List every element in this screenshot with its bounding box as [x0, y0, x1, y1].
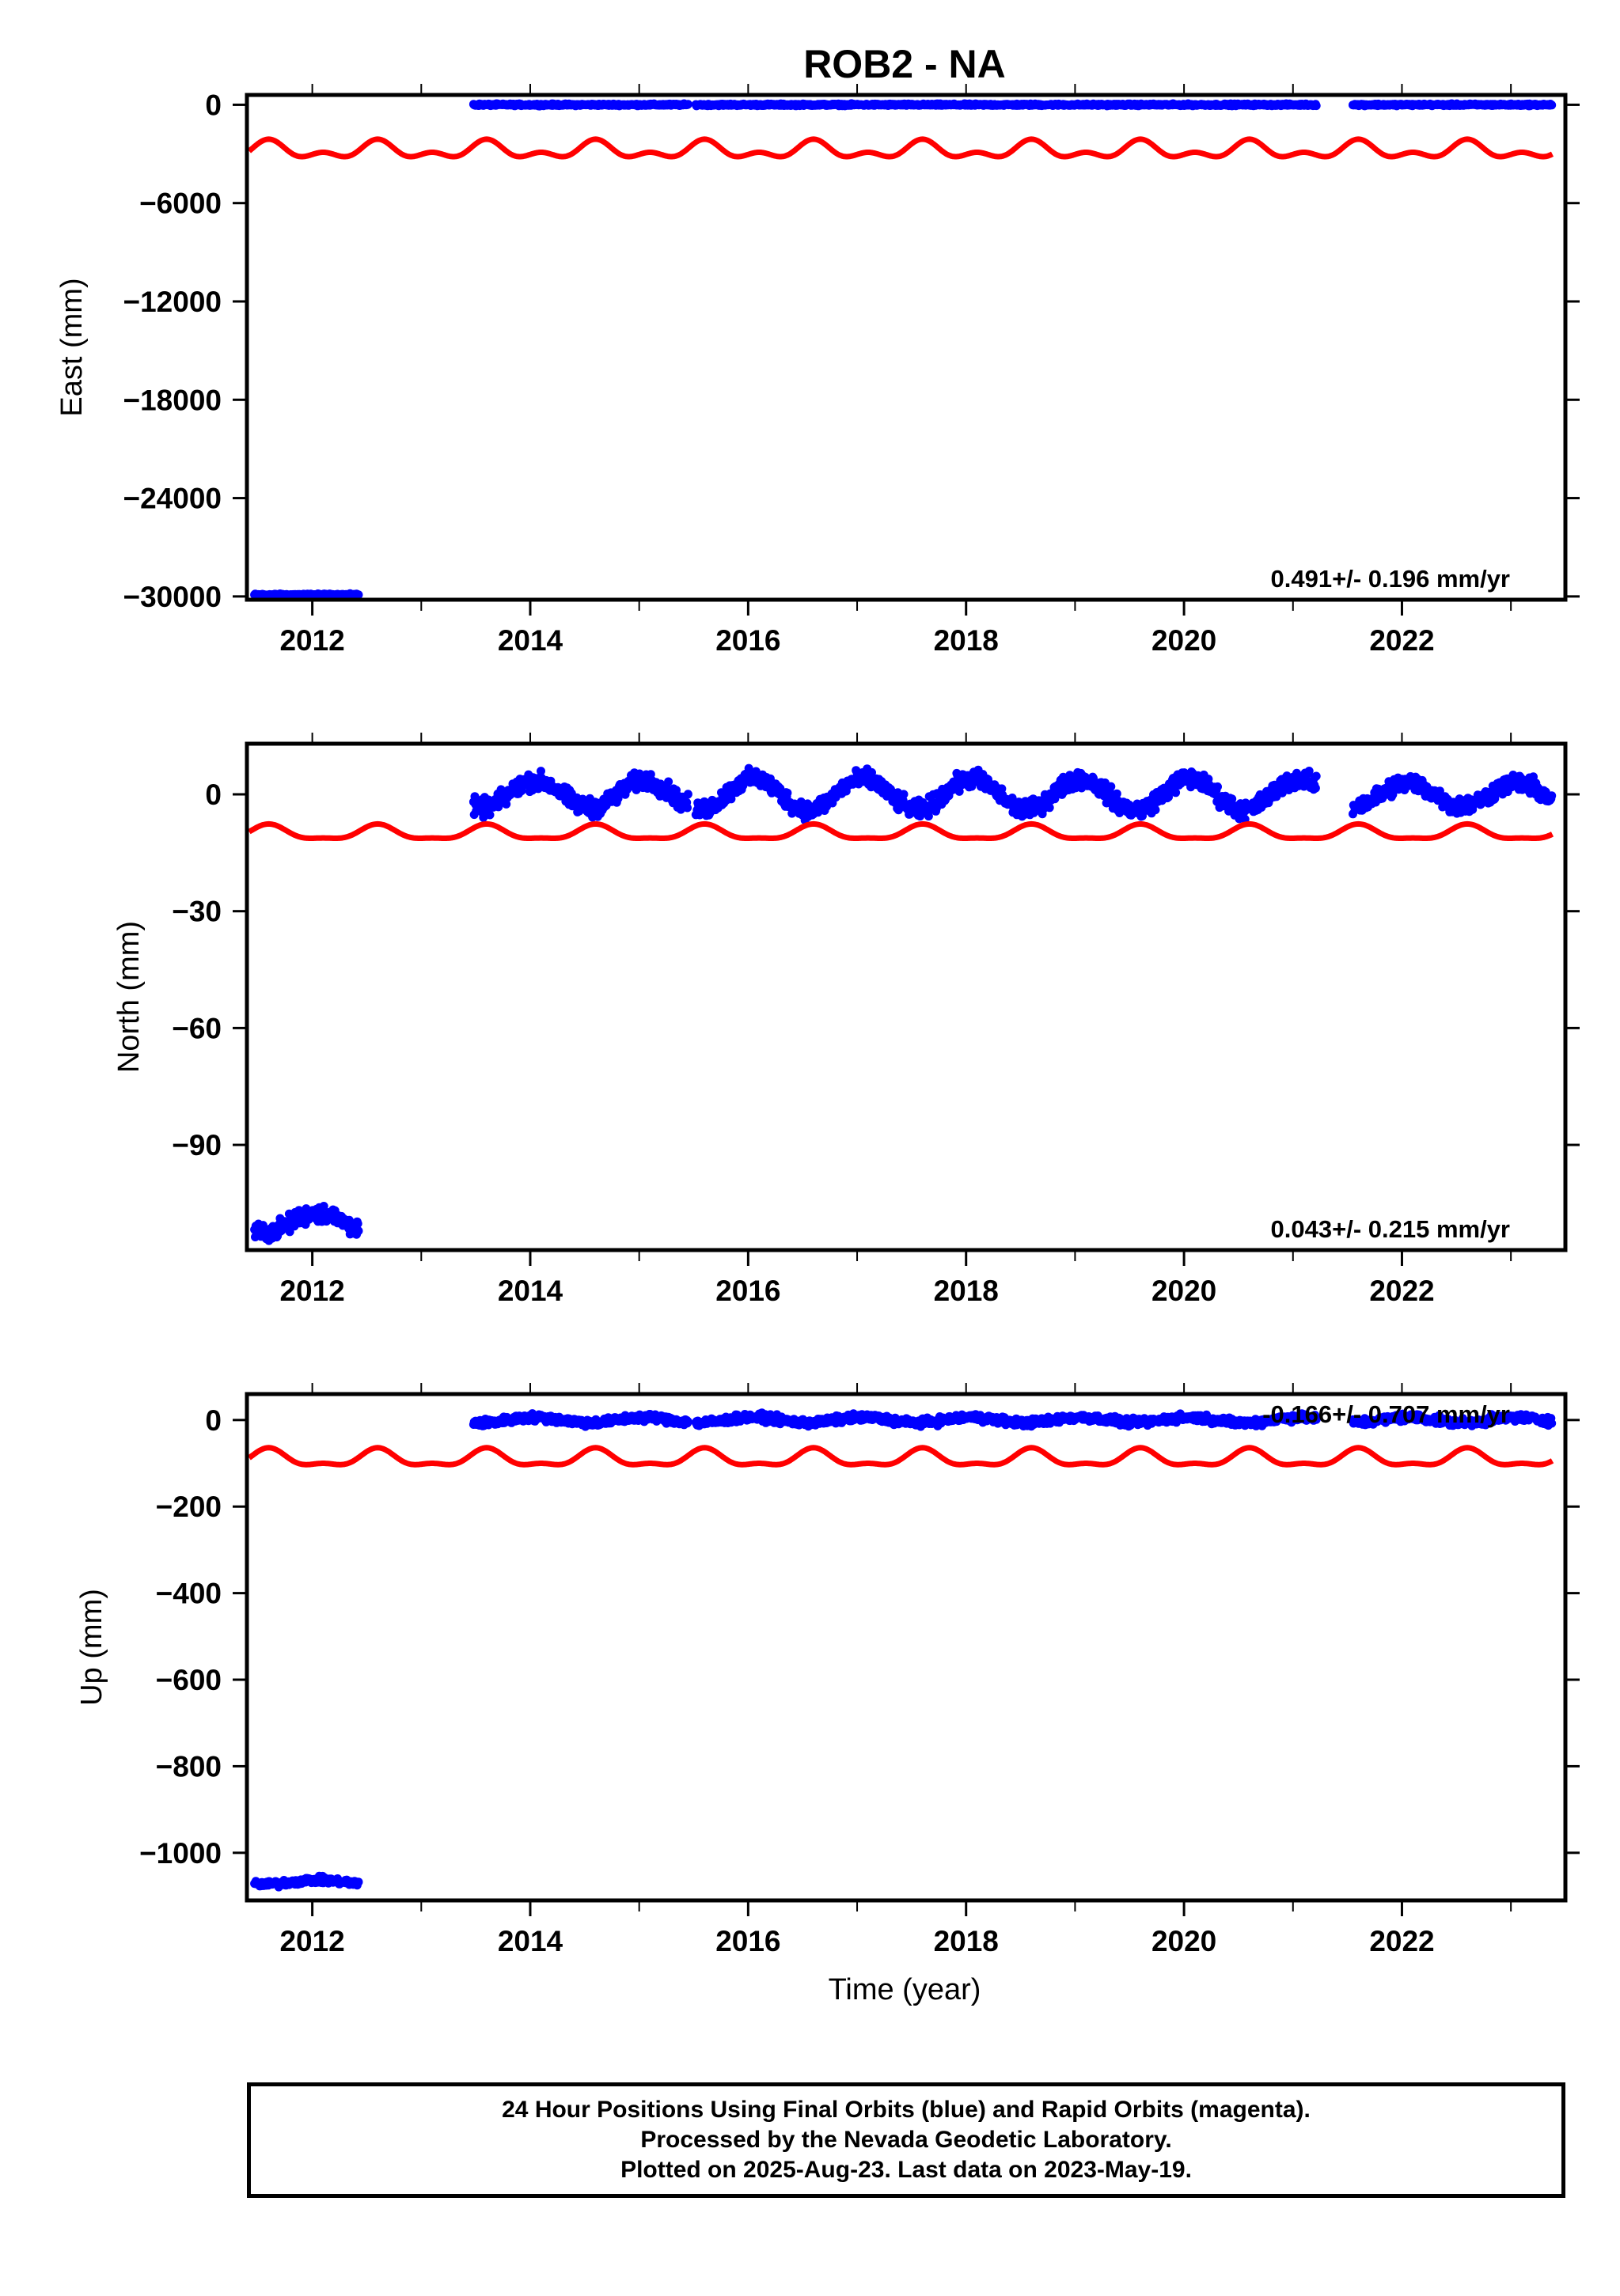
data-point	[1311, 771, 1321, 781]
panel-1: 2012 2014 2016 2018 2020 2022 0 −6000 −12000 −180…	[55, 84, 1580, 657]
data-point	[1171, 788, 1181, 798]
x-tick-label: 2020	[1151, 624, 1216, 657]
y-tick-label: −30	[172, 896, 222, 928]
y-tick-label: −90	[172, 1129, 222, 1161]
data-point	[683, 790, 692, 799]
y-tick-label: −6000	[139, 188, 222, 220]
data-point	[664, 777, 673, 786]
data-point	[1227, 794, 1237, 804]
data-point	[354, 1226, 363, 1236]
plot-area	[247, 1408, 1557, 1892]
panel-2: 2012 2014 2016 2018 2020 2022 0 −30 −60 −90 North …	[112, 733, 1580, 1307]
data-point	[354, 1877, 363, 1887]
observed-series	[250, 99, 1557, 600]
data-point	[751, 767, 761, 776]
data-point	[1311, 101, 1321, 111]
plot-area	[247, 763, 1557, 1245]
data-point	[1311, 783, 1320, 793]
data-point	[783, 788, 792, 798]
x-tick-label: 2020	[1151, 1275, 1216, 1307]
y-axis-label: North (mm)	[112, 921, 146, 1073]
data-point	[537, 767, 545, 776]
x-tick-label: 2014	[498, 1275, 563, 1307]
y-tick-label: 0	[205, 779, 222, 811]
data-point	[502, 799, 511, 809]
rate-label: 0.043+/- 0.215 mm/yr	[1271, 1215, 1510, 1243]
data-point	[1106, 782, 1116, 791]
model-curve	[247, 820, 1554, 841]
x-tick-label: 2018	[934, 624, 999, 657]
plot-frame	[245, 741, 1568, 1252]
data-point	[1138, 811, 1147, 820]
data-point	[683, 1417, 692, 1426]
data-point	[319, 1202, 328, 1211]
rate-label: 0.491+/- 0.196 mm/yr	[1271, 565, 1510, 593]
panel-3: 2012 2014 2016 2018 2020 20220−200−400−600−80…	[75, 1383, 1580, 1957]
x-tick-label: 2016	[715, 1275, 780, 1307]
y-tick-label: −24000	[123, 483, 222, 515]
y-tick-label: −30000	[123, 581, 222, 613]
x-tick-label: 2014	[498, 624, 563, 657]
y-axis-label: East (mm)	[55, 278, 89, 416]
x-tick-label: 2018	[934, 1275, 999, 1307]
data-point	[683, 100, 692, 109]
y-tick-label: −60	[172, 1012, 222, 1044]
data-point	[1151, 805, 1160, 815]
y-tick-label: 0	[205, 89, 222, 121]
plot-area	[247, 99, 1557, 600]
x-tick-label: 2012	[279, 624, 344, 657]
y-tick-label: −18000	[123, 384, 222, 416]
model-curve	[247, 136, 1554, 160]
data-point	[683, 803, 692, 813]
x-tick-label: 2016	[715, 624, 780, 657]
data-point	[1112, 789, 1121, 798]
data-point	[485, 810, 495, 820]
data-point	[354, 590, 363, 600]
data-point	[1547, 791, 1557, 801]
data-point	[1213, 782, 1222, 791]
figure-title: ROB2 - NA	[803, 42, 1006, 86]
observed-series	[250, 763, 1557, 1245]
x-tick-label: 2012	[279, 1275, 344, 1307]
data-point	[353, 1219, 362, 1229]
observed-series	[250, 1408, 1557, 1892]
plot-frame	[245, 93, 1568, 602]
data-point	[744, 763, 753, 773]
x-tick-label: 2022	[1369, 1275, 1434, 1307]
data-point	[1045, 803, 1054, 813]
data-point	[1547, 100, 1557, 110]
x-tick-label: 2022	[1369, 624, 1434, 657]
y-tick-label: −12000	[123, 286, 222, 318]
data-point	[924, 812, 933, 821]
data-point	[899, 790, 909, 799]
data-point	[1304, 767, 1314, 775]
